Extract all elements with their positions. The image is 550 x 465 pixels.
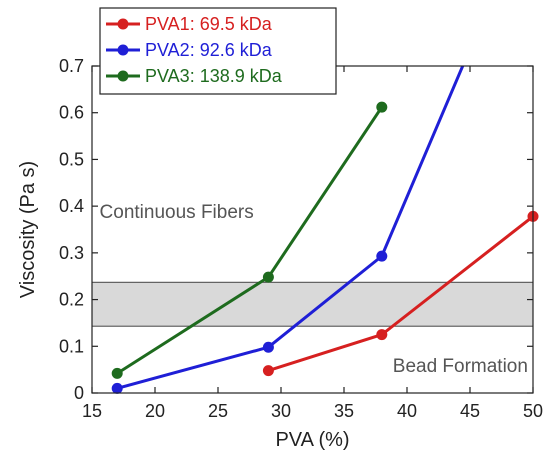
series-layer	[111, 66, 539, 394]
legend-label-3: PVA3: 138.9 kDa	[145, 66, 283, 86]
x-tick-label: 20	[145, 401, 165, 421]
legend-marker-2	[117, 44, 129, 56]
series-3	[111, 101, 388, 379]
y-tick-label: 0	[74, 383, 84, 403]
legend-item-1: PVA1: 69.5 kDa	[106, 14, 273, 34]
y-tick-label: 0.3	[59, 243, 84, 263]
x-tick-label: 40	[397, 401, 417, 421]
series-3-line	[116, 106, 384, 375]
y-axis-label: Viscosity (Pa s)	[17, 161, 39, 298]
x-tick-label: 35	[334, 401, 354, 421]
legend-label-2: PVA2: 92.6 kDa	[145, 40, 273, 60]
legend-items: PVA1: 69.5 kDa PVA2: 92.6 kDa PVA3: 138.9 …	[106, 14, 283, 86]
y-tick-label: 0.4	[59, 196, 84, 216]
y-tick-label: 0.5	[59, 149, 84, 169]
legend-marker-1	[117, 18, 129, 30]
x-tick-label: 25	[208, 401, 228, 421]
annotation-continuous-fibers: Continuous Fibers	[100, 202, 254, 223]
series-2-line	[116, 66, 465, 390]
legend-item-3: PVA3: 138.9 kDa	[106, 66, 283, 86]
series-2-point-1	[111, 382, 123, 394]
series-2-point-2	[262, 341, 274, 353]
series-1-point-2	[376, 329, 388, 341]
y-tick-label: 0.6	[59, 103, 84, 123]
y-tick-label: 0.7	[59, 56, 84, 76]
x-tick-label: 15	[82, 401, 102, 421]
series-2	[111, 66, 465, 394]
y-tick-label: 0.2	[59, 290, 84, 310]
series-2-point-3	[376, 250, 388, 262]
transition-band	[91, 281, 534, 327]
series-3-point-2	[262, 271, 274, 283]
legend-label-1: PVA1: 69.5 kDa	[145, 14, 273, 34]
y-tick-label: 0.1	[59, 336, 84, 356]
x-tick-label: 30	[271, 401, 291, 421]
ticks-layer: 15 20 25 30 35 40 45 50 0 0.1 0.2 0.3 0.4 0.5 0.6 0.7	[59, 56, 543, 421]
series-3-point-1	[111, 367, 123, 379]
annotation-bead-formation: Bead Formation	[393, 356, 528, 377]
x-axis-label: PVA (%)	[275, 429, 349, 451]
series-3-point-3	[376, 101, 388, 113]
legend-marker-3	[117, 70, 129, 82]
legend: PVA1: 69.5 kDa PVA2: 92.6 kDa PVA3: 138.9 …	[99, 7, 337, 95]
x-tick-label: 50	[523, 401, 543, 421]
plot-frame	[91, 65, 534, 394]
x-tick-label: 45	[460, 401, 480, 421]
series-1-point-1	[262, 365, 274, 377]
legend-item-2: PVA2: 92.6 kDa	[106, 40, 273, 60]
